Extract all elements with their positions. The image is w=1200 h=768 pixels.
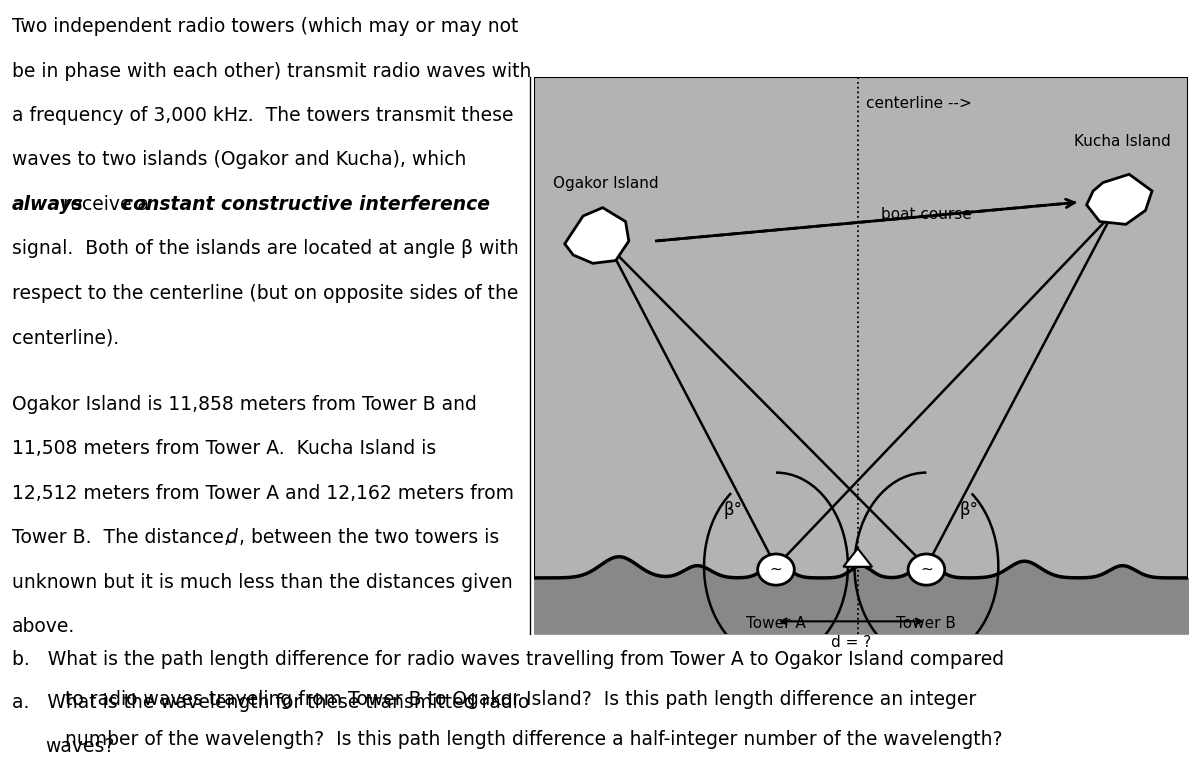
Text: centerline -->: centerline -->: [865, 96, 971, 111]
Text: a.   What is the wavelength for these transmitted radio: a. What is the wavelength for these tran…: [12, 693, 529, 712]
Text: receive a: receive a: [56, 195, 155, 214]
Text: β°: β°: [960, 502, 978, 519]
Text: Tower A: Tower A: [746, 616, 806, 631]
Circle shape: [908, 554, 944, 585]
Text: a frequency of 3,000 kHz.  The towers transmit these: a frequency of 3,000 kHz. The towers tra…: [12, 106, 514, 125]
Text: Kucha Island: Kucha Island: [1074, 134, 1171, 149]
Text: Ogakor Island is 11,858 meters from Tower B and: Ogakor Island is 11,858 meters from Towe…: [12, 395, 476, 414]
Text: number of the wavelength?  Is this path length difference a half-integer number : number of the wavelength? Is this path l…: [65, 730, 1002, 750]
Text: , between the two towers is: , between the two towers is: [240, 528, 499, 547]
Text: always: always: [12, 195, 84, 214]
Polygon shape: [1087, 174, 1152, 224]
Text: b.   What is the path length difference for radio waves travelling from Tower A : b. What is the path length difference fo…: [12, 650, 1004, 669]
Text: constant constructive interference: constant constructive interference: [121, 195, 490, 214]
Text: Ogakor Island: Ogakor Island: [553, 176, 659, 191]
Text: β°: β°: [724, 502, 743, 519]
Text: to radio waves traveling from Tower B to Ogakor Island?  Is this path length dif: to radio waves traveling from Tower B to…: [65, 690, 976, 709]
Text: d = ?: d = ?: [832, 635, 871, 650]
Text: 12,512 meters from Tower A and 12,162 meters from: 12,512 meters from Tower A and 12,162 me…: [12, 484, 514, 503]
Text: waves to two islands (Ogakor and Kucha), which: waves to two islands (Ogakor and Kucha),…: [12, 151, 467, 170]
Text: respect to the centerline (but on opposite sides of the: respect to the centerline (but on opposi…: [12, 283, 518, 303]
Text: waves?: waves?: [46, 737, 114, 756]
Text: above.: above.: [12, 617, 76, 636]
Text: centerline).: centerline).: [12, 328, 119, 347]
Text: Tower B.  The distance,: Tower B. The distance,: [12, 528, 236, 547]
Polygon shape: [844, 548, 872, 567]
Text: unknown but it is much less than the distances given: unknown but it is much less than the dis…: [12, 573, 512, 591]
Text: Tower B: Tower B: [896, 616, 956, 631]
Text: be in phase with each other) transmit radio waves with: be in phase with each other) transmit ra…: [12, 61, 532, 81]
Text: ∼: ∼: [920, 562, 932, 577]
Polygon shape: [565, 207, 629, 263]
Text: boat course: boat course: [881, 207, 971, 221]
Text: Two independent radio towers (which may or may not: Two independent radio towers (which may …: [12, 17, 518, 36]
Text: ∼: ∼: [769, 562, 782, 577]
Text: 11,508 meters from Tower A.  Kucha Island is: 11,508 meters from Tower A. Kucha Island…: [12, 439, 437, 458]
Circle shape: [757, 554, 794, 585]
Text: d: d: [226, 528, 238, 547]
Text: signal.  Both of the islands are located at angle β with: signal. Both of the islands are located …: [12, 240, 518, 258]
